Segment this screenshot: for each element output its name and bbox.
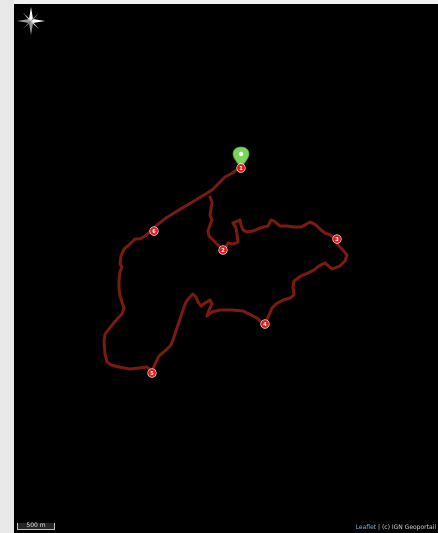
km-marker-6[interactable]: 6	[149, 226, 159, 236]
km-marker-label: 4	[263, 322, 267, 328]
leaflet-link[interactable]: Leaflet	[355, 524, 377, 531]
km-marker-label: 3	[335, 237, 339, 243]
top-frame-strip	[14, 0, 438, 4]
km-marker-label: 6	[152, 229, 156, 235]
km-marker-5[interactable]: 5	[147, 368, 157, 378]
km-marker-label: 2	[221, 248, 225, 254]
attribution-separator: |	[376, 524, 382, 531]
scale-label: 500 m	[26, 522, 46, 529]
gpx-track	[102, 164, 349, 373]
track-layer: 1 2 3 4 5 6	[102, 146, 349, 378]
km-marker-2[interactable]: 2	[218, 245, 228, 255]
km-marker-3[interactable]: 3	[332, 234, 342, 244]
km-marker-label: 1	[239, 166, 243, 172]
scale-bar: 500 m	[17, 523, 55, 530]
attribution-credit: (c) IGN Geoportail	[381, 524, 436, 531]
km-marker-4[interactable]: 4	[260, 319, 270, 329]
map-viewport[interactable]: 1 2 3 4 5 6 500	[14, 4, 438, 533]
left-frame-strip	[0, 0, 14, 533]
compass-rose-icon	[17, 7, 45, 35]
map-attribution: Leaflet | (c) IGN Geoportail	[356, 524, 436, 531]
km-marker-1[interactable]: 1	[236, 163, 246, 173]
km-marker-label: 5	[150, 371, 154, 377]
